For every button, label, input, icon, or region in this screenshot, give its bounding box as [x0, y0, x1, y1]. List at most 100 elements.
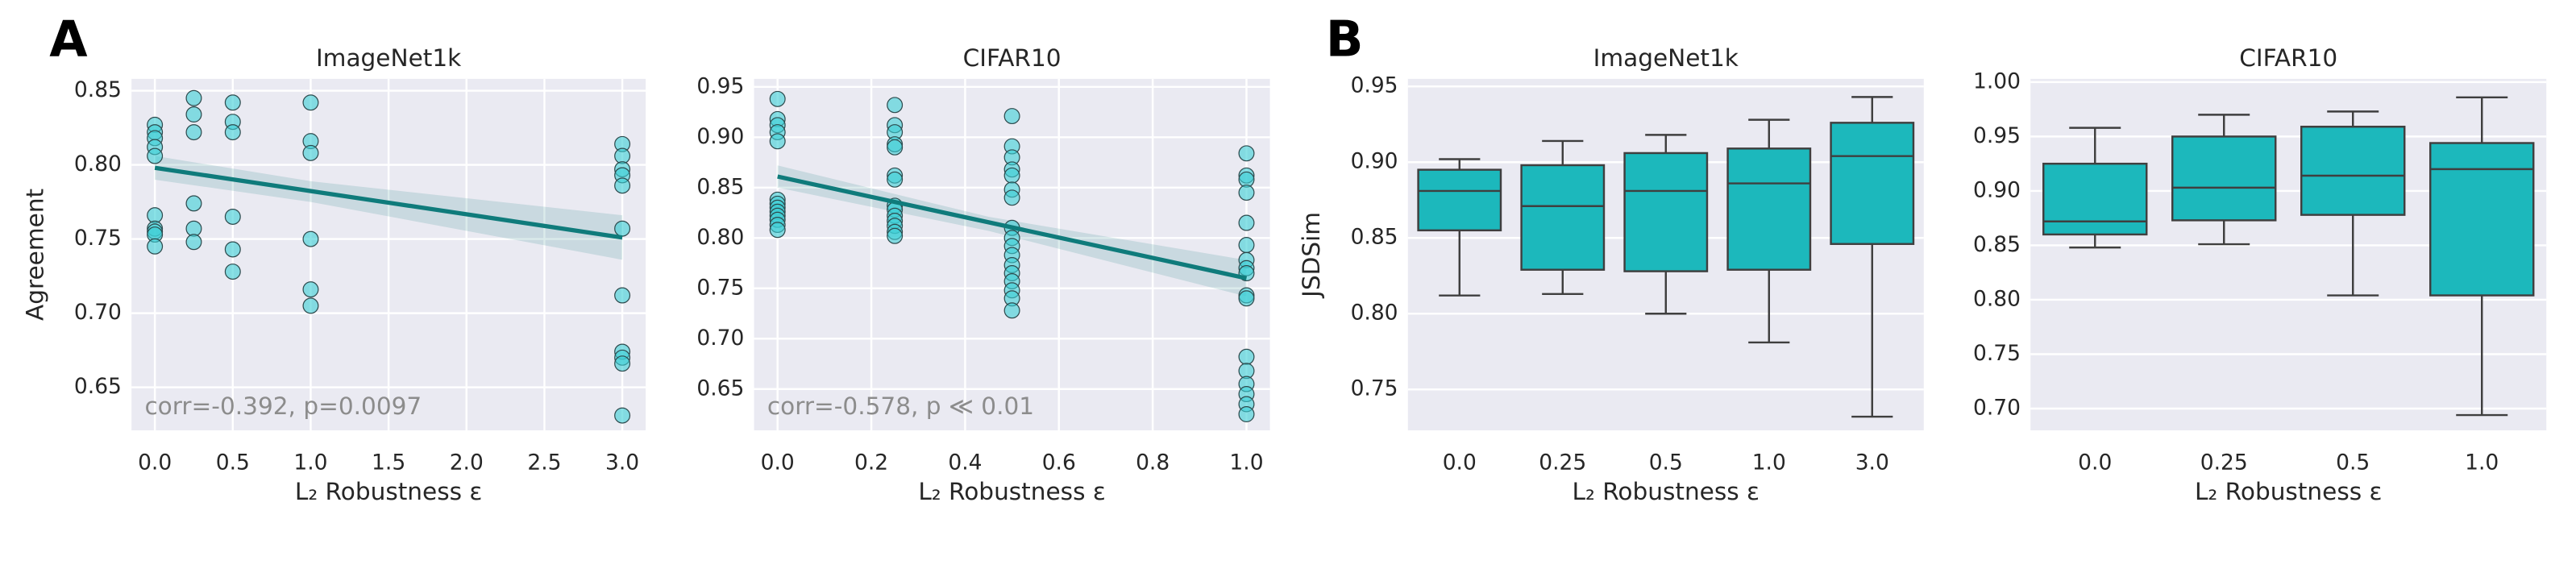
x-axis-label: L₂ Robustness ε [918, 478, 1106, 505]
scatter-point [1238, 406, 1255, 422]
subplot: 0.75 0.80 0.85 0.90 0.95 ImageNet1k L₂ Robustn… [1298, 11, 1924, 505]
y-axis-label: Agreement [21, 189, 48, 321]
scatter-point [1003, 167, 1020, 184]
y-tick-label: 0.95 [1351, 73, 1398, 98]
y-tick-label: 0.70 [696, 326, 744, 351]
scatter-point [185, 220, 202, 237]
scatter-point [1003, 108, 1020, 125]
y-tick-label: 0.95 [1973, 123, 2021, 148]
x-tick-label: 0.5 [2336, 450, 2370, 475]
scatter-point [887, 171, 904, 188]
x-tick-label: 0.25 [1539, 450, 1586, 475]
x-tick-label: 3.0 [1855, 450, 1889, 475]
y-tick-label: 0.80 [1973, 286, 2021, 311]
y-tick-label: 0.85 [696, 174, 744, 199]
regression-line [777, 174, 1248, 280]
scatter-point [1238, 145, 1255, 162]
scatter-point [769, 90, 786, 107]
y-tick-label: 0.65 [696, 376, 744, 401]
y-tick-label: 0.70 [74, 300, 122, 325]
y-tick-label: 0.80 [74, 152, 122, 176]
x-axis-label: L₂ Robustness ε [1573, 478, 1760, 505]
box [1520, 164, 1606, 271]
y-tick-label: 0.75 [1351, 376, 1398, 401]
y-tick-label: 0.90 [1973, 177, 2021, 202]
scatter-point [614, 147, 631, 164]
panel-label: A [49, 11, 87, 68]
y-tick-label: 1.00 [1973, 68, 2021, 93]
subplot: 0.65 0.70 0.75 0.80 0.85 ImageNet1k L₂ Robustn… [21, 11, 646, 505]
subplot: 0.70 0.75 0.80 0.85 0.90 0.95 1.00 CIFAR10 L₂ Ro… [1973, 44, 2547, 505]
scatter-point [1238, 214, 1255, 231]
scatter-point [614, 287, 631, 304]
scatter-point [185, 195, 202, 212]
scatter-point [224, 208, 241, 225]
scatter-point [302, 94, 319, 111]
scatter-point [302, 281, 319, 298]
y-tick-label: 0.90 [1351, 149, 1398, 174]
y-tick-label: 0.85 [74, 77, 122, 102]
y-tick-label: 0.65 [74, 374, 122, 399]
scatter-point [1238, 348, 1255, 365]
y-tick-label: 0.90 [696, 124, 744, 149]
x-tick-label: 1.0 [1752, 450, 1786, 475]
box [2042, 162, 2148, 236]
scatter-point [614, 177, 631, 194]
scatter-point [769, 222, 786, 239]
y-tick-label: 0.85 [1973, 232, 2021, 257]
scatter-point [302, 297, 319, 314]
annotation: corr=-0.392, p=0.0097 [144, 392, 422, 420]
annotation: corr=-0.578, p ≪ 0.01 [767, 392, 1034, 420]
subplot-title: ImageNet1k [316, 44, 462, 72]
scatter-point [1238, 290, 1255, 307]
subplot-title: CIFAR10 [2239, 44, 2337, 72]
scatter-point [224, 124, 241, 141]
y-tick-label: 0.70 [1973, 395, 2021, 420]
y-tick-label: 0.80 [1351, 301, 1398, 326]
box [1830, 122, 1915, 245]
subplot-title: ImageNet1k [1593, 44, 1739, 72]
scatter-point [887, 97, 904, 114]
scatter-point [147, 238, 164, 255]
x-tick-label: 0.5 [216, 450, 250, 475]
x-tick-label: 1.0 [1229, 450, 1263, 475]
y-tick-label: 0.75 [1973, 341, 2021, 366]
panel-label: B [1326, 11, 1364, 68]
x-axis-label: L₂ Robustness ε [295, 478, 483, 505]
y-tick-label: 0.95 [696, 73, 744, 98]
scatter-point [185, 234, 202, 251]
scatter-point [224, 264, 241, 280]
scatter-point [887, 139, 904, 156]
x-tick-label: 0.0 [1443, 450, 1477, 475]
x-tick-label: 2.0 [450, 450, 484, 475]
subplot-title: CIFAR10 [963, 44, 1062, 72]
x-tick-label: 3.0 [605, 450, 639, 475]
scatter-point [224, 241, 241, 258]
box [1417, 168, 1502, 232]
x-tick-label: 0.0 [761, 450, 795, 475]
x-tick-label: 1.5 [372, 450, 405, 475]
x-tick-label: 0.25 [2200, 450, 2248, 475]
box [1623, 152, 1709, 272]
scatter-point [185, 106, 202, 122]
x-tick-label: 0.5 [1649, 450, 1683, 475]
x-tick-label: 0.0 [138, 450, 172, 475]
box [2429, 142, 2535, 297]
scatter-point [302, 144, 319, 161]
scatter-point [614, 355, 631, 372]
scatter-point [147, 207, 164, 224]
subplot: 0.65 0.70 0.75 0.80 0.85 0.90 0.95 CIFAR10 L₂ Ro… [696, 44, 1270, 505]
scatter-point [185, 124, 202, 141]
scatter-point [185, 89, 202, 106]
x-axis-label: L₂ Robustness ε [2195, 478, 2382, 505]
scatter-point [887, 227, 904, 244]
x-tick-label: 0.8 [1136, 450, 1170, 475]
x-tick-label: 0.6 [1042, 450, 1076, 475]
x-tick-label: 0.2 [854, 450, 888, 475]
y-tick-label: 0.75 [74, 226, 122, 251]
y-axis-label: JSDSim [1298, 212, 1325, 299]
x-tick-label: 1.0 [293, 450, 327, 475]
scatter-point [1238, 237, 1255, 254]
scatter-point [224, 94, 241, 111]
